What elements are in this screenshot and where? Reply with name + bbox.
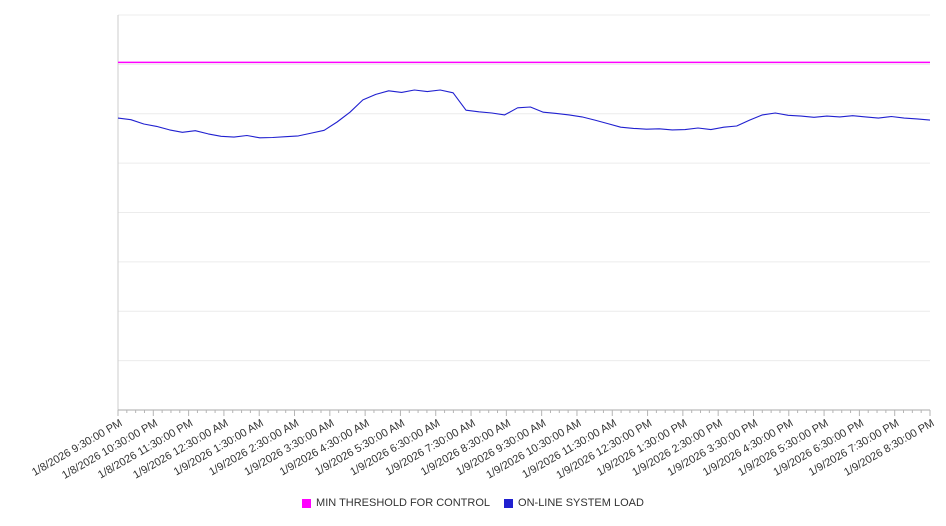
- load-line: [117, 89, 931, 139]
- plot-area: 1/8/2026 9:30:00 PM1/8/2026 10:30:00 PM1…: [30, 14, 937, 482]
- legend-label-load: ON-LINE SYSTEM LOAD: [518, 497, 644, 509]
- legend: MIN THRESHOLD FOR CONTROL ON-LINE SYSTEM…: [0, 497, 946, 509]
- legend-label-threshold: MIN THRESHOLD FOR CONTROL: [316, 497, 491, 509]
- load-swatch-icon: [504, 498, 514, 508]
- legend-item-threshold[interactable]: MIN THRESHOLD FOR CONTROL: [302, 497, 490, 509]
- threshold-swatch-icon: [302, 498, 312, 508]
- legend-item-load[interactable]: ON-LINE SYSTEM LOAD: [504, 497, 644, 509]
